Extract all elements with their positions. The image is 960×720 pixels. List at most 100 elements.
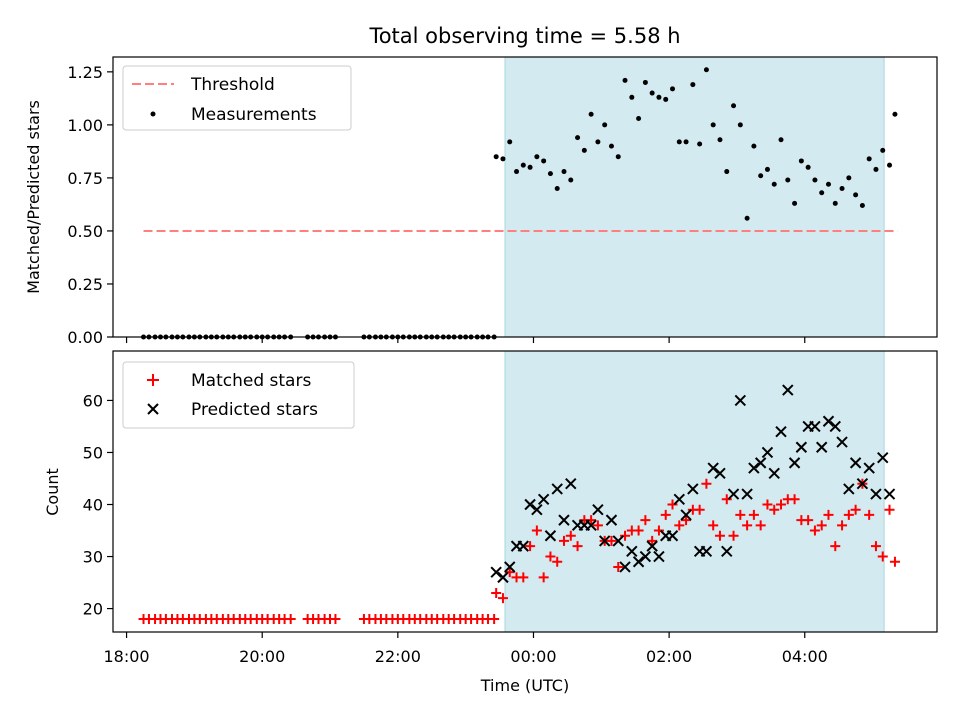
predicted-point (836, 436, 848, 448)
top-plot-frame (112, 56, 938, 338)
predicted-point (517, 540, 530, 552)
matched-point (489, 613, 500, 624)
predicted-point (707, 462, 719, 474)
matched-point (742, 520, 753, 531)
matched-point (789, 494, 800, 505)
predicted-point (809, 420, 821, 433)
measurement-point (656, 94, 662, 100)
measurement-point (629, 94, 635, 100)
x-tick-label: 20:00 (239, 647, 285, 666)
measurement-point (853, 192, 859, 198)
predicted-point (788, 457, 801, 469)
predicted-point (822, 415, 835, 427)
measurement-point (764, 166, 770, 172)
matched-point (823, 509, 834, 520)
matched-point (613, 561, 624, 572)
bottom-panel: 20 30 40 50 60 18:00 20:00 22:00 00:00 02:00 04:0… (43, 350, 938, 695)
predicted-point (829, 420, 841, 433)
measurement-point (819, 190, 825, 196)
predicted-point (727, 488, 740, 500)
bottom-legend-frame (122, 361, 355, 429)
predicted-point (497, 571, 509, 584)
matched-point (491, 587, 502, 598)
measurement-point (670, 86, 676, 92)
predicted-point (531, 504, 543, 516)
predicted-point (687, 483, 699, 495)
matched-point (748, 509, 759, 520)
legend-matched-label: Matched stars (191, 371, 311, 391)
bottom-y-axis-label: Count (43, 468, 62, 516)
matched-point (592, 520, 603, 531)
measurement-point (568, 177, 574, 183)
predicted-point (524, 498, 536, 511)
top-legend: Threshold Measurements (122, 65, 352, 131)
measurement-point (581, 147, 587, 153)
predicted-point (551, 483, 563, 495)
measurement-point (575, 135, 581, 141)
predicted-point (626, 545, 638, 558)
measurement-point (527, 164, 533, 170)
legend-matched-swatch (147, 374, 159, 386)
matched-point (586, 515, 597, 526)
matched-point (708, 520, 719, 531)
bottom-x-axis: 18:00 20:00 22:00 00:00 02:00 04:00 (104, 632, 828, 666)
predicted-point (632, 556, 645, 568)
predicted-point (673, 493, 685, 506)
measurement-point (622, 77, 628, 83)
predicted-point (877, 451, 889, 464)
matched-point (809, 525, 820, 536)
predicted-point (782, 384, 794, 396)
matched-point (714, 530, 725, 541)
matched-point (330, 613, 341, 624)
matched-point (552, 556, 563, 567)
predicted-point (558, 514, 570, 526)
predicted-point (775, 425, 787, 438)
bottom-y-tick-label: 30 (83, 548, 103, 567)
matched-point (525, 541, 536, 552)
measurement-point (859, 202, 865, 208)
matched-point (545, 551, 556, 562)
predicted-point (666, 530, 679, 542)
matched-point (837, 520, 848, 531)
bottom-matched-points (138, 478, 900, 624)
measurement-point (880, 147, 886, 153)
predicted-point (639, 550, 652, 563)
measurement-point (615, 154, 621, 160)
predicted-point (646, 540, 658, 552)
measurement-point (500, 156, 506, 162)
measurement-point (608, 143, 614, 149)
matched-point (864, 509, 875, 520)
measurement-point (771, 181, 777, 187)
predicted-point (585, 519, 597, 532)
matched-point (538, 572, 549, 583)
top-y-tick-label: 1.00 (67, 116, 103, 135)
predicted-point (598, 535, 611, 547)
top-x-ticks (125, 337, 806, 343)
predicted-point (768, 467, 780, 479)
measurement-point (737, 122, 743, 128)
measurement-point (663, 96, 669, 102)
top-shaded-region (504, 56, 885, 338)
matched-point (816, 520, 827, 531)
x-tick-label: 00:00 (510, 647, 556, 666)
predicted-point (680, 509, 692, 521)
top-y-tick-label: 0.50 (67, 222, 103, 241)
measurement-point (846, 175, 852, 181)
measurement-point (493, 154, 499, 160)
x-tick-label: 02:00 (646, 647, 692, 666)
measurement-point (676, 139, 682, 145)
matched-point (728, 530, 739, 541)
predicted-point (816, 441, 828, 453)
predicted-point (490, 566, 502, 578)
legend-predicted-swatch (147, 403, 159, 415)
predicted-point (605, 514, 618, 526)
bottom-y-tick-label: 60 (83, 391, 103, 410)
measurement-point (534, 154, 540, 160)
matched-point (762, 499, 773, 510)
matched-point (721, 494, 732, 505)
measurement-point (825, 181, 831, 187)
measurement-point (595, 139, 601, 145)
x-axis-label: Time (UTC) (480, 676, 569, 695)
predicted-point (619, 561, 631, 573)
